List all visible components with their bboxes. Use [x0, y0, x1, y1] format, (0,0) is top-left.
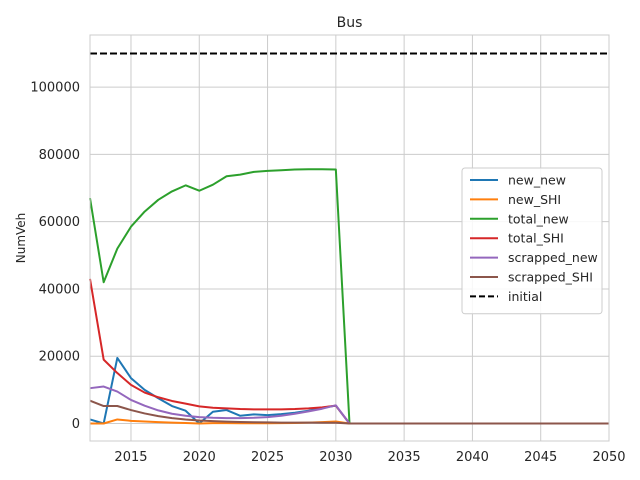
legend: new_new new_SHI total_new total_SHI scrapped… — [461, 167, 603, 315]
series-line-scrapped-SHI — [89, 399, 609, 425]
chart-title: Bus — [337, 15, 363, 31]
series-layer — [89, 52, 609, 425]
x-tick-label: 2030 — [319, 450, 352, 465]
y-tick-label: 20000 — [39, 350, 80, 365]
legend-label: scrapped_new — [508, 250, 598, 265]
y-tick-labels: 0 20000 40000 60000 80000 100000 — [30, 81, 80, 432]
legend-label: new_SHI — [508, 192, 561, 207]
legend-label: scrapped_SHI — [508, 270, 593, 285]
x-tick-label: 2015 — [114, 450, 147, 465]
x-tick-label: 2025 — [251, 450, 284, 465]
y-tick-label: 0 — [72, 417, 80, 432]
legend-label: total_new — [508, 211, 569, 226]
x-tick-labels: 2015 2020 2025 2030 2035 2040 2045 2050 — [114, 450, 625, 465]
x-tick-label: 2050 — [592, 450, 625, 465]
x-tick-label: 2035 — [388, 450, 421, 465]
y-tick-label: 80000 — [39, 148, 80, 163]
legend-label: total_SHI — [508, 231, 564, 246]
legend-label: initial — [508, 289, 542, 304]
x-tick-label: 2040 — [456, 450, 489, 465]
x-tick-label: 2020 — [183, 450, 216, 465]
plot-frame — [89, 34, 610, 442]
y-axis-label: NumVeh — [14, 213, 28, 264]
y-tick-label: 60000 — [39, 215, 80, 230]
y-tick-label: 100000 — [30, 81, 80, 96]
legend-label: new_new — [508, 173, 566, 188]
x-tick-label: 2045 — [524, 450, 557, 465]
y-tick-label: 40000 — [39, 282, 80, 297]
